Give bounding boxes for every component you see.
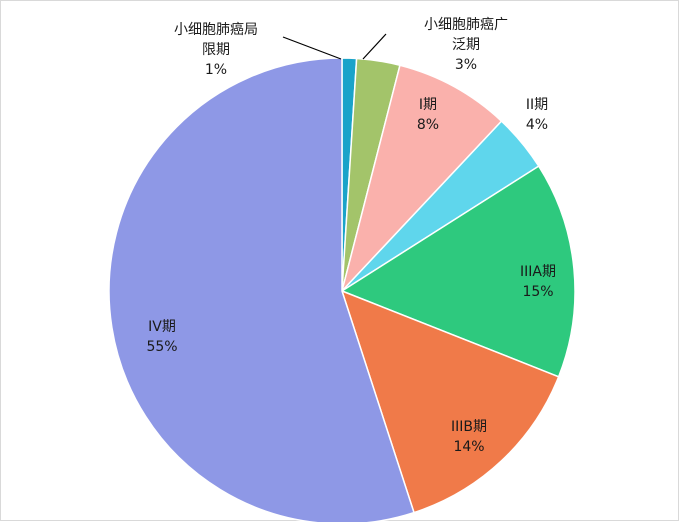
pie-slices xyxy=(108,57,576,522)
leader-line xyxy=(362,33,387,60)
slice-value-label: 4% xyxy=(526,117,548,133)
slice-value-label: 14% xyxy=(453,439,484,455)
slice-name-label: 限期 xyxy=(202,42,230,58)
pie-slice xyxy=(108,57,415,522)
slice-value-label: 3% xyxy=(455,57,477,73)
slice-name-label: 泛期 xyxy=(452,37,480,53)
slice-name-label: II期 xyxy=(526,97,548,113)
slice-name-label: IIIA期 xyxy=(520,264,556,280)
slice-name-label: 小细胞肺癌局 xyxy=(174,22,258,38)
slice-value-label: 15% xyxy=(522,284,553,300)
slice-value-label: 1% xyxy=(205,62,227,78)
slice-name-label: I期 xyxy=(419,97,437,113)
slice-name-label: 小细胞肺癌广 xyxy=(424,17,508,33)
slice-value-label: 55% xyxy=(146,339,177,355)
leader-line xyxy=(282,36,342,60)
pie-slice xyxy=(340,165,576,378)
pie-slice xyxy=(341,64,503,292)
slice-name-label: IIIB期 xyxy=(451,419,487,435)
slice-value-label: 8% xyxy=(417,117,439,133)
slice-name-label: IV期 xyxy=(148,319,176,335)
